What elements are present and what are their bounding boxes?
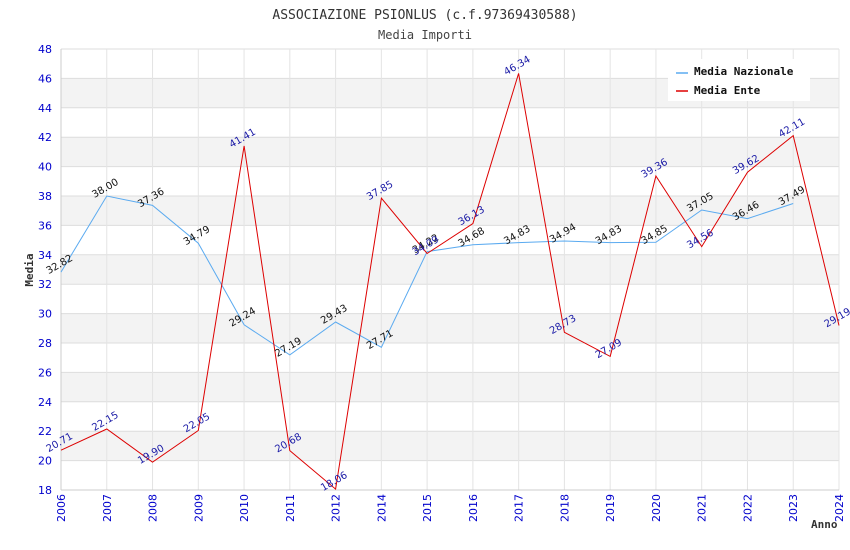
legend: Media Nazionale Media Ente (668, 59, 810, 101)
y-tick-label: 24 (38, 396, 52, 409)
x-tick-label: 2018 (558, 494, 571, 522)
y-axis-ticks: 18 20 22 24 26 28 30 32 34 36 38 40 42 44 46 48 (38, 43, 52, 497)
x-tick-label: 2021 (696, 494, 709, 522)
y-tick-label: 28 (38, 337, 52, 350)
chart-subtitle: Media Importi (378, 28, 472, 42)
grid-band (61, 284, 839, 314)
grid-band (61, 431, 839, 461)
x-axis-label: Anno (811, 518, 838, 531)
grid-band (61, 166, 839, 196)
series-line-media-nazionale (60, 195, 794, 356)
grid-band (61, 196, 839, 226)
chart-title: ASSOCIAZIONE PSIONLUS (c.f.97369430588) (272, 8, 577, 23)
grid-band (61, 225, 839, 255)
x-tick-label: 2006 (55, 494, 68, 522)
y-tick-label: 18 (38, 484, 52, 497)
grid-band (61, 107, 839, 138)
x-tick-label: 2011 (284, 494, 297, 522)
series-line-media-ente (60, 73, 840, 491)
y-tick-label: 20 (38, 455, 52, 468)
grid-band (61, 401, 839, 432)
x-tick-label: 2019 (604, 494, 617, 522)
grid-band (61, 460, 839, 490)
grid-bands (60, 48, 840, 491)
x-tick-label: 2010 (238, 494, 251, 522)
x-tick-label: 2016 (467, 494, 480, 522)
x-tick-label: 2007 (101, 494, 114, 522)
x-tick-label: 2009 (192, 494, 205, 522)
legend-label-nazionale: Media Nazionale (694, 65, 794, 78)
x-tick-label: 2015 (421, 494, 434, 522)
x-tick-label: 2014 (375, 494, 388, 522)
x-tick-label: 2008 (147, 494, 160, 522)
y-tick-label: 22 (38, 425, 52, 438)
legend-box (668, 59, 810, 101)
y-tick-label: 26 (38, 366, 52, 379)
x-tick-label: 2012 (330, 494, 343, 522)
y-tick-label: 32 (38, 278, 52, 291)
y-tick-label: 30 (38, 308, 52, 321)
y-axis-label: Media (23, 253, 36, 286)
y-tick-label: 46 (38, 72, 52, 85)
y-tick-label: 40 (38, 161, 52, 174)
grid-band (61, 313, 839, 343)
y-tick-label: 48 (38, 43, 52, 56)
grid-band (61, 372, 839, 402)
y-tick-label: 34 (38, 249, 52, 262)
y-tick-label: 38 (38, 190, 52, 203)
series-lines (60, 73, 840, 491)
grid-band (61, 137, 839, 167)
x-tick-label: 2024 (833, 494, 846, 522)
x-tick-label: 2020 (650, 494, 663, 522)
x-tick-label: 2022 (741, 494, 754, 522)
y-tick-label: 42 (38, 131, 52, 144)
grid-band (61, 254, 839, 285)
x-axis-ticks: 2006 2007 2008 2009 2010 2011 2012 2014 2015 2016… (55, 494, 846, 522)
y-tick-label: 36 (38, 219, 52, 232)
legend-label-ente: Media Ente (694, 84, 761, 97)
x-tick-label: 2017 (513, 494, 526, 522)
x-tick-label: 2023 (787, 494, 800, 522)
grid-band (61, 343, 839, 373)
y-tick-label: 44 (38, 102, 52, 115)
